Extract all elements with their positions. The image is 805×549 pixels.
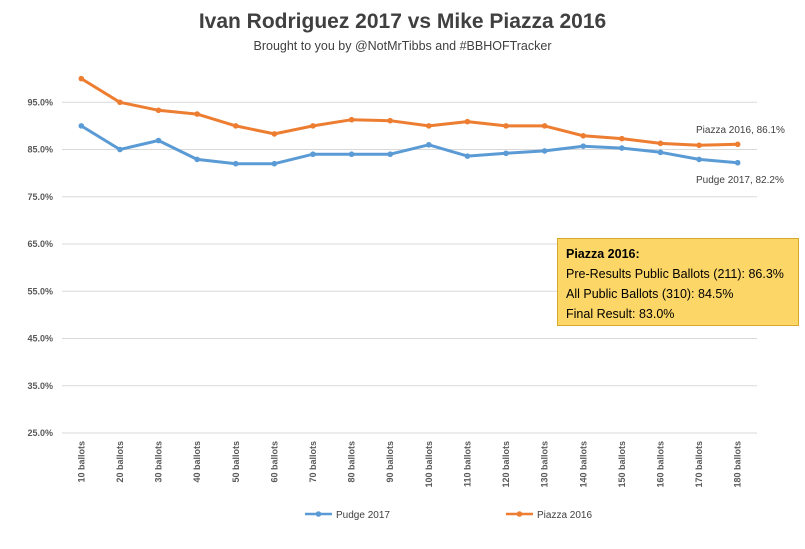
data-point (541, 148, 548, 154)
x-tick-label: 160 ballots (655, 441, 665, 488)
data-point (271, 160, 278, 167)
chart-title: Ivan Rodriguez 2017 vs Mike Piazza 2016 (198, 10, 607, 33)
legend-label-piazza: Piazza 2016 (537, 510, 592, 521)
data-point (271, 131, 278, 137)
data-point (580, 143, 587, 149)
data-point (387, 151, 393, 158)
y-tick-label: 65.0% (27, 239, 53, 249)
chart-subtitle: Brought to you by @NotMrTibbs and #BBHOF… (253, 39, 552, 53)
data-point (696, 156, 702, 163)
data-point (464, 153, 471, 159)
y-tick-label: 45.0% (27, 334, 53, 344)
x-tick-label: 90 ballots (385, 441, 395, 483)
y-tick-label: 85.0% (27, 145, 53, 155)
data-point (310, 123, 316, 129)
data-point (117, 99, 123, 106)
y-tick-label: 25.0% (27, 428, 53, 438)
data-point (426, 123, 432, 129)
data-point (155, 137, 162, 144)
x-tick-label: 80 ballots (347, 441, 357, 483)
data-point (310, 151, 316, 158)
x-tick-label: 100 ballots (424, 441, 434, 488)
data-point (657, 140, 664, 147)
x-tick-label: 10 ballots (76, 441, 86, 483)
series-lines (78, 75, 741, 167)
data-point (619, 135, 625, 142)
series-line-1 (80, 77, 738, 147)
y-tick-label: 95.0% (27, 97, 53, 107)
callout-line-3: Final Result: 83.0% (566, 307, 675, 321)
data-point (734, 159, 741, 166)
data-point (117, 146, 123, 153)
data-point (580, 132, 587, 139)
data-point (426, 141, 432, 148)
callout-line-2: All Public Ballots (310): 84.5% (566, 287, 734, 301)
data-point (503, 150, 509, 157)
data-point (696, 142, 702, 149)
pudge-end-label: Pudge 2017, 82.2% (696, 175, 784, 186)
x-tick-label: 50 ballots (231, 441, 241, 483)
data-point (78, 123, 85, 129)
legend: Pudge 2017 Piazza 2016 (305, 510, 592, 521)
x-tick-label: 130 ballots (540, 441, 550, 488)
legend-label-pudge: Pudge 2017 (336, 510, 390, 521)
y-tick-label: 35.0% (27, 381, 53, 391)
y-tick-label: 75.0% (27, 192, 53, 202)
data-point (348, 116, 355, 123)
x-tick-label: 60 ballots (269, 441, 279, 483)
data-point (503, 123, 509, 129)
data-point (734, 141, 741, 148)
x-tick-label: 30 ballots (154, 441, 164, 483)
x-tick-label: 150 ballots (617, 441, 627, 488)
data-point (78, 75, 85, 82)
x-tick-label: 140 ballots (578, 441, 588, 488)
piazza-results-callout: Piazza 2016: Pre-Results Public Ballots … (557, 238, 799, 326)
data-point (464, 118, 471, 125)
callout-line-1: Pre-Results Public Ballots (211): 86.3% (566, 267, 784, 281)
x-axis-ticks: 10 ballots 20 ballots 30 ballots 40 ballots… (76, 441, 742, 488)
piazza-end-label: Piazza 2016, 86.1% (696, 125, 785, 136)
x-tick-label: 110 ballots (462, 441, 472, 487)
data-point (232, 160, 239, 167)
data-point (155, 107, 162, 114)
x-tick-label: 70 ballots (308, 441, 318, 483)
data-point (619, 145, 625, 151)
data-point (194, 156, 200, 163)
x-tick-label: 20 ballots (115, 441, 125, 483)
data-point (194, 111, 200, 117)
y-axis-ticks: 25.0% 35.0% 45.0% 55.0% 65.0% 75.0% 85.0% 95.0% (27, 97, 53, 438)
x-tick-label: 120 ballots (501, 441, 511, 488)
legend-marker-piazza (516, 511, 523, 517)
data-point (387, 117, 393, 124)
data-point (232, 123, 239, 129)
x-tick-label: 40 ballots (192, 441, 202, 483)
data-point (348, 151, 355, 158)
data-point (541, 123, 548, 129)
legend-marker-pudge (315, 511, 322, 517)
x-tick-label: 170 ballots (694, 441, 704, 488)
callout-header: Piazza 2016: (566, 247, 640, 261)
x-tick-label: 180 ballots (733, 441, 743, 488)
data-point (657, 149, 664, 156)
series-line-0 (80, 124, 738, 166)
y-tick-label: 55.0% (27, 286, 53, 296)
